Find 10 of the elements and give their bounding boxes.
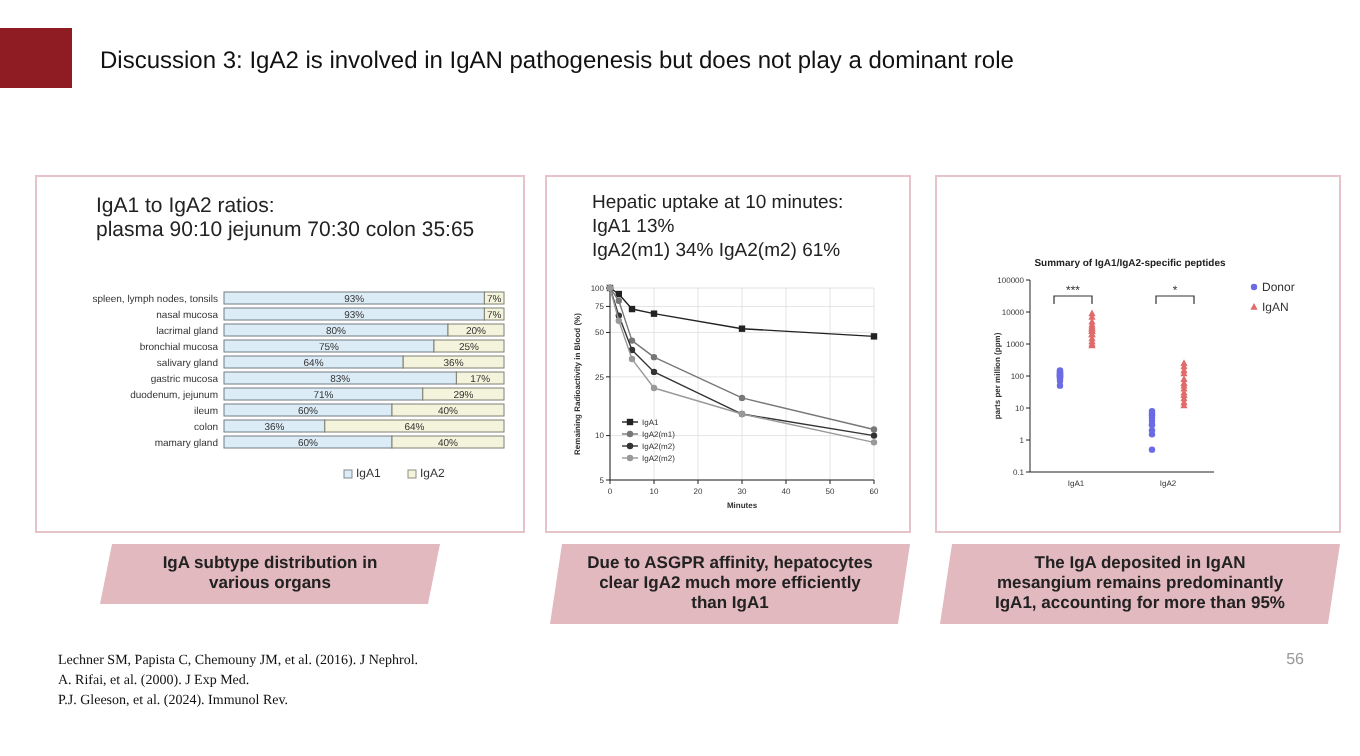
text: The IgA deposited in IgAN mesangium remains predominantly IgA1, accounting for more than 95%: [995, 552, 1286, 612]
text: IgA2(m1) 34% IgA2(m2) 61%: [592, 240, 842, 262]
text: Discussion 3: IgA2 is involved in IgAN pathogenesis but does not play a dominant role: [100, 46, 1015, 74]
chart-title: IgA1 to IgA2 ratios:: [96, 194, 275, 218]
text: 56: [1286, 650, 1306, 668]
text: IgA1 13%: [592, 216, 676, 238]
chart-subtitle: plasma 90:10 jejunum 70:30 colon 35:65: [96, 218, 475, 242]
text: Due to ASGPR affinity, hepatocytes clear IgA2 much more efficiently than IgA1: [587, 552, 874, 612]
chart-title: Hepatic uptake at 10 minutes:: [592, 192, 844, 214]
text: IgA subtype distribution in various organs: [162, 552, 378, 592]
